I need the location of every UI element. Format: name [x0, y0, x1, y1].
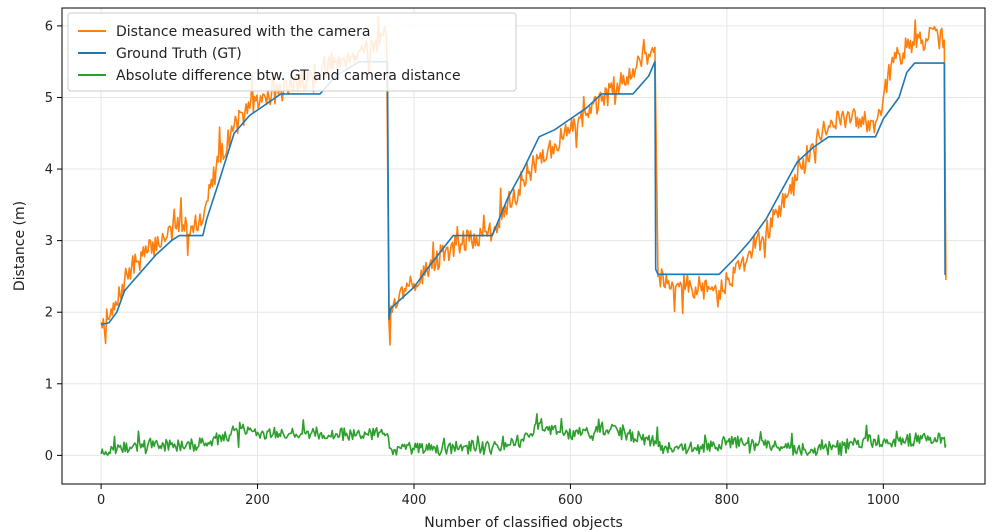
x-tick-label: 1000 — [867, 493, 900, 508]
legend-entry: Absolute difference btw. GT and camera d… — [116, 68, 461, 84]
y-axis-ticks: 0 1 2 3 4 5 6 — [45, 19, 62, 464]
x-axis-ticks: 0 200 400 600 800 1000 — [97, 484, 900, 508]
y-tick-label: 2 — [45, 306, 53, 321]
legend-entry: Ground Truth (GT) — [116, 46, 242, 62]
ground-truth-line — [100, 60, 946, 326]
x-tick-label: 200 — [245, 493, 270, 508]
x-tick-label: 0 — [97, 493, 105, 508]
legend-entry: Distance measured with the camera — [116, 24, 371, 40]
y-tick-label: 6 — [45, 19, 53, 34]
y-tick-label: 0 — [45, 449, 53, 464]
plot-area-frame — [61, 7, 986, 485]
y-tick-label: 1 — [45, 377, 53, 392]
legend-box — [67, 12, 517, 92]
x-tick-label: 800 — [714, 493, 739, 508]
y-axis-label: Distance (m) — [12, 201, 28, 291]
legend: Distance measured with the camera Ground … — [67, 12, 517, 92]
x-axis-label: Number of classified objects — [424, 515, 622, 531]
y-tick-label: 5 — [45, 91, 53, 106]
y-tick-label: 4 — [45, 163, 53, 178]
absolute-difference-line — [100, 413, 947, 457]
x-tick-label: 400 — [402, 493, 427, 508]
y-tick-label: 3 — [45, 234, 53, 249]
series-layer — [100, 15, 947, 457]
x-tick-label: 600 — [558, 493, 583, 508]
